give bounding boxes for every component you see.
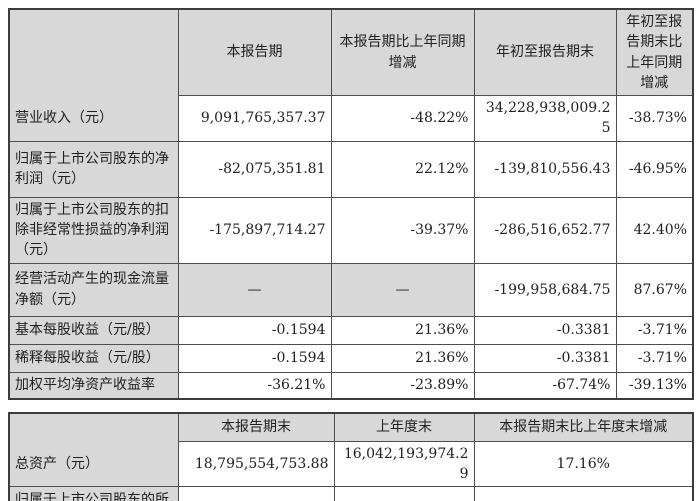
row-basic-eps: 基本每股收益（元/股） -0.1594 21.36% -0.3381 -3.71… bbox=[8, 315, 694, 345]
row-operating-revenue: 营业收入（元） 9,091,765,357.37 -48.22% 34,228,… bbox=[8, 95, 694, 142]
cell-value: -8.55% bbox=[473, 486, 694, 501]
row-operating-cash-flow: 经营活动产生的现金流量净额（元） — — -199,958,684.75 87.… bbox=[8, 262, 694, 317]
column-header-period-end-change: 本报告期末比上年度末增减 bbox=[473, 412, 694, 442]
cell-value: 87.67% bbox=[615, 262, 694, 317]
table-header-row: 本报告期末 上年度末 本报告期末比上年度末增减 bbox=[8, 412, 694, 442]
row-label: 稀释每股收益（元/股） bbox=[8, 343, 179, 373]
cell-value: -199,958,684.75 bbox=[473, 262, 617, 317]
column-header-current-period-end: 本报告期末 bbox=[177, 412, 335, 442]
cell-value: -39.13% bbox=[615, 371, 694, 400]
key-metrics-table: 本报告期 本报告期比上年同期增减 年初至报告期末 年初至报告期末比上年同期增减 … bbox=[8, 8, 694, 401]
cell-value: 21.36% bbox=[330, 343, 475, 373]
cell-value: -0.3381 bbox=[473, 315, 617, 345]
row-label: 归属于上市公司股东的净利润（元） bbox=[8, 140, 179, 198]
row-label: 基本每股收益（元/股） bbox=[8, 315, 179, 345]
column-header-year-to-date-yoy-change: 年初至报告期末比上年同期增减 bbox=[615, 8, 694, 97]
cell-value: -46.95% bbox=[615, 140, 694, 198]
cell-value: -0.1594 bbox=[177, 343, 332, 373]
row-label: 经营活动产生的现金流量净额（元） bbox=[8, 262, 179, 317]
cell-value: -3.71% bbox=[615, 315, 694, 345]
cell-value: -0.1594 bbox=[177, 315, 332, 345]
cell-value-dash: — bbox=[330, 262, 475, 317]
cell-value: 9,091,765,357.37 bbox=[177, 95, 332, 142]
row-equity-attributable: 归属于上市公司股东的所有者权益（元） 2,243,377,199.02 2,45… bbox=[8, 486, 694, 501]
table-header-row: 本报告期 本报告期比上年同期增减 年初至报告期末 年初至报告期末比上年同期增减 bbox=[8, 8, 694, 97]
cell-value: 22.12% bbox=[330, 140, 475, 198]
cell-value: 34,228,938,009.25 bbox=[473, 95, 617, 142]
corner-cell bbox=[8, 8, 179, 96]
row-label: 归属于上市公司股东的扣除非经常性损益的净利润（元） bbox=[8, 196, 179, 264]
row-diluted-eps: 稀释每股收益（元/股） -0.1594 21.36% -0.3381 -3.71… bbox=[8, 343, 694, 373]
column-header-year-to-date: 年初至报告期末 bbox=[473, 8, 617, 97]
cell-value: -48.22% bbox=[330, 95, 475, 142]
row-label: 营业收入（元） bbox=[8, 95, 179, 142]
cell-value: -67.74% bbox=[473, 371, 617, 400]
corner-cell bbox=[8, 412, 179, 442]
period-end-table: 本报告期末 上年度末 本报告期末比上年度末增减 总资产（元） 18,795,55… bbox=[8, 412, 694, 501]
row-label: 总资产（元） bbox=[8, 440, 179, 488]
row-weighted-average-roe: 加权平均净资产收益率 -36.21% -23.89% -67.74% -39.1… bbox=[8, 371, 694, 400]
cell-value: 42.40% bbox=[615, 196, 694, 264]
row-label: 加权平均净资产收益率 bbox=[8, 371, 179, 400]
cell-value: 17.16% bbox=[473, 440, 694, 488]
row-label: 归属于上市公司股东的所有者权益（元） bbox=[8, 486, 179, 501]
column-header-prior-year-end: 上年度末 bbox=[333, 412, 475, 442]
cell-value: 18,795,554,753.88 bbox=[177, 440, 335, 488]
cell-value: -82,075,351.81 bbox=[177, 140, 332, 198]
row-net-profit-attributable: 归属于上市公司股东的净利润（元） -82,075,351.81 22.12% -… bbox=[8, 140, 694, 198]
cell-value: -175,897,714.27 bbox=[177, 196, 332, 264]
cell-value: -39.37% bbox=[330, 196, 475, 264]
column-header-current-period: 本报告期 bbox=[177, 8, 332, 97]
cell-value: 16,042,193,974.29 bbox=[333, 440, 475, 488]
cell-value: -0.3381 bbox=[473, 343, 617, 373]
cell-value-dash: — bbox=[177, 262, 332, 317]
cell-value: -36.21% bbox=[177, 371, 332, 400]
cell-value: -3.71% bbox=[615, 343, 694, 373]
row-net-profit-excl-nonrecurring: 归属于上市公司股东的扣除非经常性损益的净利润（元） -175,897,714.2… bbox=[8, 196, 694, 264]
cell-value: -139,810,556.43 bbox=[473, 140, 617, 198]
cell-value: 2,243,377,199.02 bbox=[177, 486, 335, 501]
cell-value: 21.36% bbox=[330, 315, 475, 345]
cell-value: 2,453,061,156.80 bbox=[333, 486, 475, 501]
row-total-assets: 总资产（元） 18,795,554,753.88 16,042,193,974.… bbox=[8, 440, 694, 488]
cell-value: -286,516,652.77 bbox=[473, 196, 617, 264]
column-header-current-period-yoy-change: 本报告期比上年同期增减 bbox=[330, 8, 475, 97]
cell-value: -23.89% bbox=[330, 371, 475, 400]
cell-value: -38.73% bbox=[615, 95, 694, 142]
